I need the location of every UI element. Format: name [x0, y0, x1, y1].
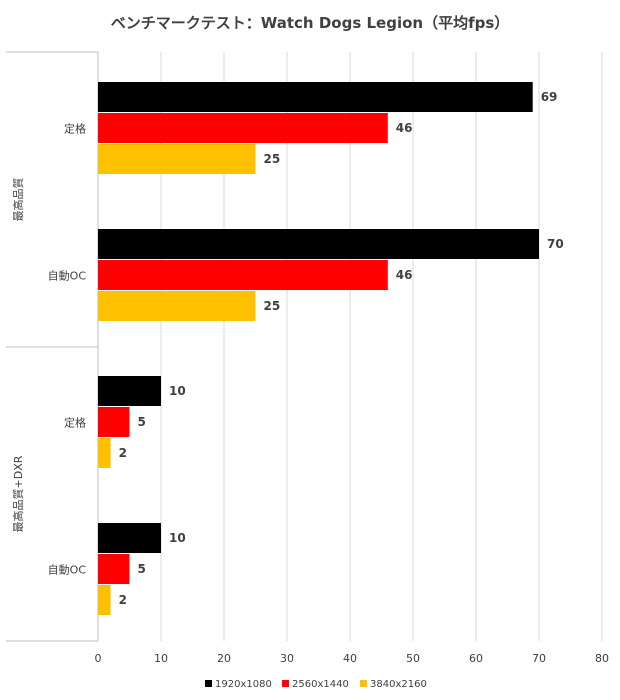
bar: [98, 554, 130, 584]
data-label: 46: [396, 268, 413, 282]
bar: [98, 407, 130, 437]
bar: [98, 438, 111, 468]
category-label: 定格: [64, 416, 86, 430]
bar: [98, 144, 256, 174]
data-label: 25: [264, 152, 281, 166]
data-label: 2: [119, 593, 127, 607]
legend-label: 1920x1080: [215, 679, 272, 690]
x-tick-label: 70: [532, 652, 546, 665]
x-tick-label: 80: [595, 652, 609, 665]
bar: [98, 291, 256, 321]
x-tick-label: 40: [343, 652, 357, 665]
data-label: 10: [169, 384, 186, 398]
bar: [98, 260, 388, 290]
legend-label: 3840x2160: [370, 679, 427, 690]
category-label: 自動OC: [48, 269, 87, 283]
legend-swatch: [282, 680, 289, 687]
x-tick-label: 60: [469, 652, 483, 665]
group-label: 最高品質+DXR: [11, 455, 25, 532]
data-label: 70: [547, 237, 564, 251]
category-label: 自動OC: [48, 563, 87, 577]
legend-swatch: [360, 680, 367, 687]
chart-title: ベンチマークテスト：Watch Dogs Legion（平均fps）: [110, 14, 510, 32]
x-tick-label: 50: [406, 652, 420, 665]
data-label: 5: [138, 562, 146, 576]
bar: [98, 585, 111, 615]
legend-label: 2560x1440: [292, 679, 349, 690]
bar: [98, 523, 161, 553]
data-label: 2: [119, 446, 127, 460]
bar: [98, 113, 388, 143]
x-tick-label: 20: [217, 652, 231, 665]
category-label: 定格: [64, 122, 86, 136]
legend: 1920x1080 2560x1440 3840x2160: [205, 679, 427, 690]
data-label: 46: [396, 121, 413, 135]
bar: [98, 376, 161, 406]
bar: [98, 229, 539, 259]
bars: [98, 82, 539, 615]
group-label: 最高品質: [11, 178, 25, 222]
labels: 0 10 20 30 40 50 60 70 80694625定格704625自動OC1052定…: [11, 90, 609, 665]
legend-swatch: [205, 680, 212, 687]
x-tick-label: 10: [154, 652, 168, 665]
x-tick-label: 30: [280, 652, 294, 665]
category-axis: [6, 51, 99, 642]
data-label: 25: [264, 299, 281, 313]
data-label: 69: [541, 90, 558, 104]
data-label: 10: [169, 531, 186, 545]
data-label: 5: [138, 415, 146, 429]
bar: [98, 82, 533, 112]
x-tick-label: 0: [95, 652, 102, 665]
